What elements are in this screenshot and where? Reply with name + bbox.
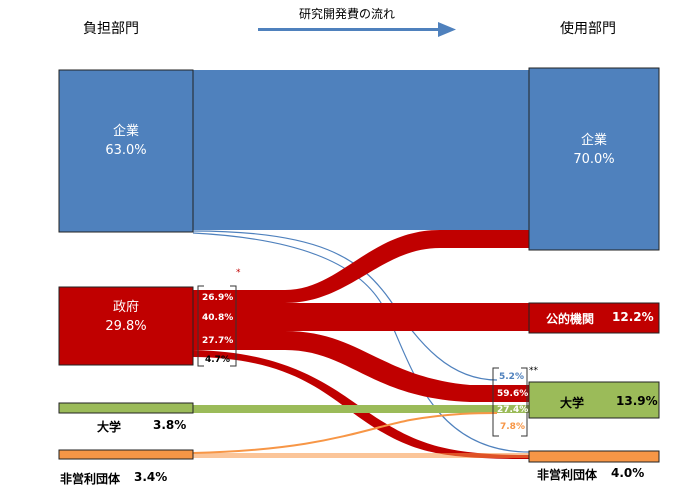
- dest-university-share: 13.9%: [616, 394, 658, 408]
- gov-to-public-pct: 40.8%: [202, 313, 234, 323]
- dest-public-share: 12.2%: [612, 310, 654, 324]
- gov-breakdown-marker: *: [236, 268, 241, 278]
- flow-nonprofit-to-university: [192, 412, 498, 454]
- source-company-box: [58, 69, 194, 233]
- source-company-label: 企業 63.0%: [59, 122, 193, 160]
- gov-to-nonprofit-pct: 4.7%: [205, 355, 230, 365]
- source-nonprofit-name: 非営利団体: [60, 472, 121, 486]
- header-source-title: 負担部門: [83, 21, 139, 37]
- flow-company-to-university: [192, 230, 498, 381]
- gov-to-university-pct: 27.7%: [202, 336, 234, 346]
- flow-direction-arrow: [258, 22, 456, 37]
- dest-nonprofit-share: 4.0%: [611, 466, 645, 480]
- flow-nonprofit-to-nonprofit: [193, 453, 529, 458]
- source-nonprofit-box: [58, 449, 194, 460]
- flow-government-to-university: [193, 331, 529, 402]
- dest-company-box: [528, 67, 660, 251]
- gov-to-company-pct: 26.9%: [202, 293, 234, 303]
- source-company-name: 企業: [112, 124, 139, 139]
- flow-company-to-company: [193, 70, 529, 230]
- dest-company-share: 70.0%: [573, 152, 615, 167]
- univ-from-company-pct: 5.2%: [499, 372, 524, 382]
- dest-company-label: 企業 70.0%: [529, 131, 659, 169]
- dest-company-name: 企業: [580, 133, 607, 148]
- source-government-box: [58, 286, 194, 366]
- source-nonprofit-share: 3.4%: [134, 470, 168, 484]
- univ-from-university-pct: 27.4%: [497, 405, 529, 415]
- university-breakdown-bracket: [492, 367, 528, 437]
- dest-nonprofit-box: [528, 450, 660, 463]
- source-government-name: 政府: [112, 300, 139, 315]
- dest-public-name: 公的機関: [546, 312, 595, 326]
- header-flow-title: 研究開発費の流れ: [299, 7, 396, 21]
- header-destination-title: 使用部門: [560, 21, 616, 37]
- source-university-share: 3.8%: [153, 418, 187, 432]
- flow-government-to-public: [193, 303, 529, 331]
- univ-breakdown-marker: **: [529, 366, 538, 376]
- univ-from-nonprofit-pct: 7.8%: [500, 422, 525, 432]
- government-breakdown-bracket: [197, 285, 237, 367]
- dest-university-name: 大学: [560, 396, 585, 410]
- source-government-label: 政府 29.8%: [59, 298, 193, 336]
- flow-university-to-university: [193, 405, 529, 413]
- dest-public-box: [528, 302, 660, 334]
- source-university-box: [58, 402, 194, 414]
- dest-nonprofit-name: 非営利団体: [537, 468, 598, 482]
- source-government-share: 29.8%: [105, 319, 147, 334]
- source-university-name: 大学: [97, 420, 122, 434]
- flow-government-to-company: [193, 230, 529, 303]
- source-company-share: 63.0%: [105, 143, 147, 158]
- univ-from-government-pct: 59.6%: [497, 389, 529, 399]
- dest-university-box: [528, 381, 660, 419]
